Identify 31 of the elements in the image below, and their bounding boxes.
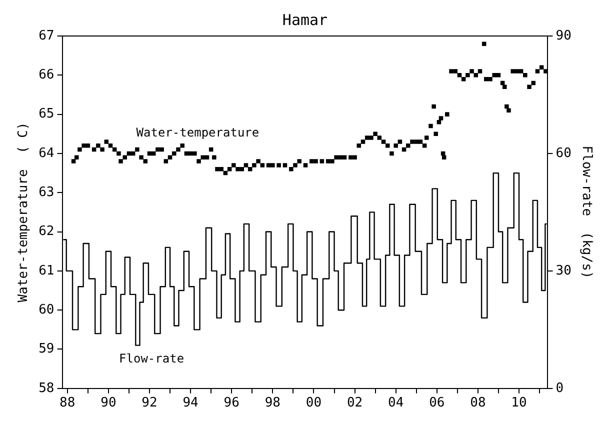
chart-title: Hamar (282, 10, 328, 29)
x-tick-label: 90 (100, 396, 116, 411)
y-tick-label: 60 (38, 302, 54, 318)
x-tick-label: 08 (470, 396, 486, 411)
y-tick-label: 62 (38, 224, 54, 240)
y2-axis-title: Flow-rate (kg/s) (578, 146, 594, 279)
y-tick-label: 64 (38, 146, 54, 161)
x-tick-label: 06 (429, 396, 445, 411)
y-tick-label: 65 (38, 106, 54, 122)
series-label: Water-temperature (136, 126, 260, 140)
y-axis-title: Water-temperature ( C) (16, 122, 32, 302)
y-tick-label: 66 (38, 68, 54, 83)
series-label: Flow-rate (119, 351, 184, 366)
x-tick-label: 94 (182, 396, 199, 411)
x-tick-label: 96 (224, 396, 240, 411)
y-tick-label: 67 (38, 28, 54, 44)
y-tick-label: 61 (38, 263, 54, 278)
x-tick-label: 92 (142, 396, 158, 411)
y-tick-label: 59 (38, 342, 54, 357)
x-tick-label: 88 (60, 396, 76, 411)
x-tick-label: 00 (306, 396, 322, 411)
y2-tick-label: 0 (556, 380, 564, 396)
x-tick-label: 98 (264, 396, 280, 411)
y2-tick-label: 90 (556, 28, 572, 44)
x-tick-label: 10 (511, 396, 527, 411)
y-tick-label: 58 (38, 380, 54, 396)
y2-tick-label: 60 (556, 146, 572, 161)
y-tick-label: 63 (38, 184, 54, 200)
x-tick-label: 02 (346, 396, 363, 411)
x-tick-label: 04 (388, 396, 404, 411)
y2-tick-label: 30 (556, 263, 572, 278)
